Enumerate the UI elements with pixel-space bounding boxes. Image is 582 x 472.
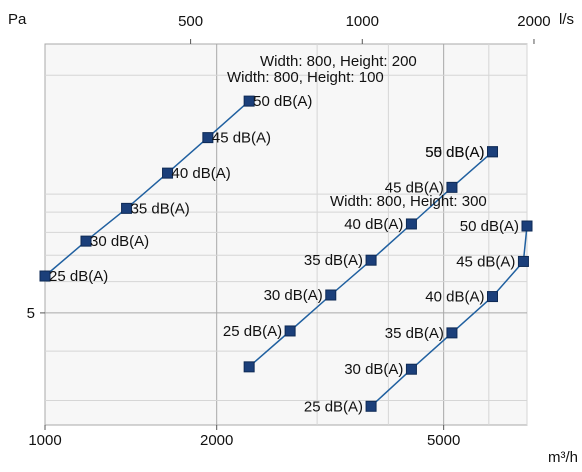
- y-tick-label: 5: [27, 305, 35, 322]
- data-point: [121, 202, 133, 214]
- data-point: [487, 146, 499, 158]
- x-tick-label: 5000: [427, 432, 460, 449]
- data-point: [487, 291, 499, 303]
- data-point: [325, 289, 337, 301]
- data-point: [162, 167, 174, 179]
- point-label: 25 dB(A): [223, 323, 282, 340]
- data-point: [365, 400, 377, 412]
- point-label: 40 dB(A): [425, 289, 484, 306]
- point-label: 30 dB(A): [344, 361, 403, 378]
- y-unit-label: Pa: [8, 11, 27, 28]
- point-label: 35 dB(A): [304, 252, 363, 269]
- point-label: 35 dB(A): [385, 325, 444, 342]
- point-label: 30 dB(A): [264, 287, 323, 304]
- data-point: [284, 325, 296, 337]
- point-label: 55 dB(A): [425, 144, 484, 161]
- data-point: [243, 95, 255, 107]
- x-unit-label: m³/h: [548, 449, 578, 466]
- data-point: [521, 220, 533, 232]
- point-label: 50 dB(A): [460, 218, 519, 235]
- data-point: [446, 327, 458, 339]
- point-label: 25 dB(A): [304, 398, 363, 415]
- point-label: 45 dB(A): [456, 253, 515, 270]
- point-label: 40 dB(A): [172, 165, 231, 182]
- series-line: [44, 100, 250, 277]
- data-point: [446, 181, 458, 193]
- point-label: 40 dB(A): [344, 216, 403, 233]
- data-point: [405, 363, 417, 375]
- data-point: [517, 255, 529, 267]
- series-name-label: Width: 800, Height: 200: [260, 53, 417, 70]
- data-point: [243, 361, 255, 373]
- x2-tick-label: 500: [178, 13, 203, 30]
- data-point: [365, 254, 377, 266]
- point-label: 50 dB(A): [425, 144, 484, 161]
- data-point: [39, 270, 51, 282]
- x2-unit-label: l/s: [559, 11, 574, 28]
- point-label: 35 dB(A): [131, 200, 190, 217]
- x2-tick-label: 2000: [517, 13, 550, 30]
- axis-layer: 1000 2000 5000 500 1000 2000 5 Pa l/s m³/h: [8, 11, 578, 466]
- x-tick-label: 1000: [28, 432, 61, 449]
- x-tick-label: 2000: [200, 432, 233, 449]
- series-layer: [39, 95, 533, 412]
- point-label: 45 dB(A): [212, 130, 271, 147]
- data-point: [202, 132, 214, 144]
- plot-area: [44, 43, 528, 426]
- data-point: [405, 218, 417, 230]
- data-point: [80, 235, 92, 247]
- series-name-label: Width: 800, Height: 100: [227, 69, 384, 86]
- point-label: 50 dB(A): [253, 93, 312, 110]
- x2-tick-label: 1000: [346, 13, 379, 30]
- series-name-label: Width: 800, Height: 300: [330, 193, 487, 210]
- point-label: 25 dB(A): [49, 268, 108, 285]
- point-label: 45 dB(A): [385, 179, 444, 196]
- series-line: [370, 225, 528, 407]
- label-layer: 25 dB(A) 30 dB(A) 35 dB(A) 40 dB(A) 45 dB(A)…: [49, 53, 519, 415]
- point-label: 30 dB(A): [90, 233, 149, 250]
